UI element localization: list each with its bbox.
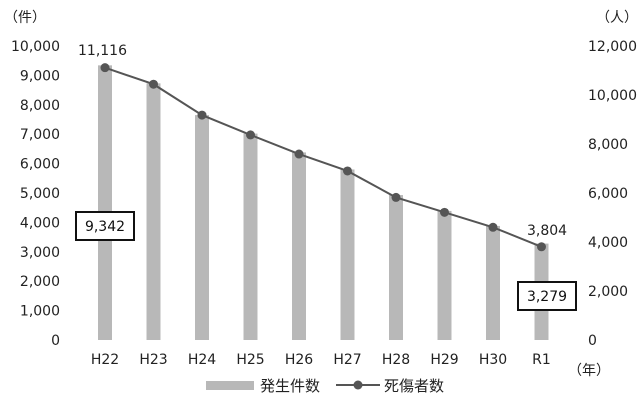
right-axis: 0 2,000 4,000 6,000 8,000 10,000 12,000: [588, 39, 637, 349]
legend-bar-label: 発生件数: [260, 377, 320, 395]
bar: [389, 195, 403, 340]
line-point: [294, 149, 304, 159]
left-tick-label: 6,000: [20, 157, 60, 173]
x-axis-unit: （年）: [568, 363, 610, 379]
x-axis: H22 H23 H24 H25 H26 H27 H28 H29 H30 R1: [91, 352, 551, 368]
bar: [437, 210, 452, 340]
line-point: [488, 222, 498, 232]
x-tick-label: H30: [479, 352, 507, 368]
line-point: [149, 79, 158, 89]
line-point: [197, 110, 207, 120]
label-bar-first-box: 9,342: [75, 211, 135, 241]
label-bar-first-frame: [75, 211, 135, 241]
left-tick-label: 5,000: [20, 186, 60, 202]
line-point: [537, 242, 546, 252]
bar: [195, 115, 209, 340]
bar: [98, 65, 112, 340]
label-bar-last-frame: [517, 281, 577, 311]
line-point: [391, 192, 401, 202]
right-tick-label: 6,000: [588, 186, 628, 202]
left-axis: 0 1,000 2,000 3,000 4,000 5,000 6,000 7,000 8,00…: [11, 39, 60, 349]
legend-line-marker: [353, 380, 363, 390]
right-axis-unit: （人）: [596, 10, 638, 26]
label-line-first: 11,116: [78, 43, 127, 59]
label-bar-last: 3,279: [527, 289, 567, 305]
legend-bar-swatch: [206, 381, 254, 390]
right-tick-label: 10,000: [588, 88, 637, 104]
line-point: [246, 130, 255, 140]
x-tick-label: H24: [188, 352, 216, 368]
bar: [486, 225, 500, 340]
line-point: [100, 63, 110, 73]
legend: 発生件数 死傷者数: [206, 377, 444, 395]
right-tick-label: 4,000: [588, 235, 628, 251]
left-tick-label: 2,000: [20, 274, 60, 290]
bar-series: [98, 65, 549, 340]
x-tick-label: H23: [139, 352, 167, 368]
bar: [340, 169, 355, 340]
left-tick-label: 9,000: [20, 68, 60, 84]
x-tick-label: H25: [236, 352, 264, 368]
left-tick-label: 8,000: [20, 98, 60, 114]
left-tick-label: 7,000: [20, 127, 60, 143]
x-tick-label: H29: [430, 352, 458, 368]
line-point: [440, 207, 449, 217]
right-tick-label: 12,000: [588, 39, 637, 55]
x-tick-label: H26: [285, 352, 313, 368]
bar: [292, 152, 306, 340]
bar: [146, 83, 161, 340]
line-series: [100, 63, 546, 252]
line-point: [343, 166, 352, 176]
label-line-last: 3,804: [527, 223, 567, 239]
bar: [243, 133, 258, 340]
left-tick-label: 4,000: [20, 215, 60, 231]
right-tick-label: 0: [588, 333, 597, 349]
left-axis-unit: （件）: [4, 10, 46, 26]
legend-line-label: 死傷者数: [384, 377, 444, 395]
right-tick-label: 8,000: [588, 137, 628, 153]
left-tick-label: 0: [51, 333, 60, 349]
x-tick-label: H28: [382, 352, 410, 368]
left-tick-label: 10,000: [11, 39, 60, 55]
series-line: [104, 66, 542, 248]
label-bar-last-box: 3,279: [517, 281, 577, 311]
x-tick-label: R1: [532, 352, 551, 368]
left-tick-label: 3,000: [20, 245, 60, 261]
x-tick-label: H22: [91, 352, 119, 368]
label-bar-first: 9,342: [85, 219, 125, 235]
right-tick-label: 2,000: [588, 284, 628, 300]
x-tick-label: H27: [333, 352, 361, 368]
left-tick-label: 1,000: [20, 304, 60, 320]
